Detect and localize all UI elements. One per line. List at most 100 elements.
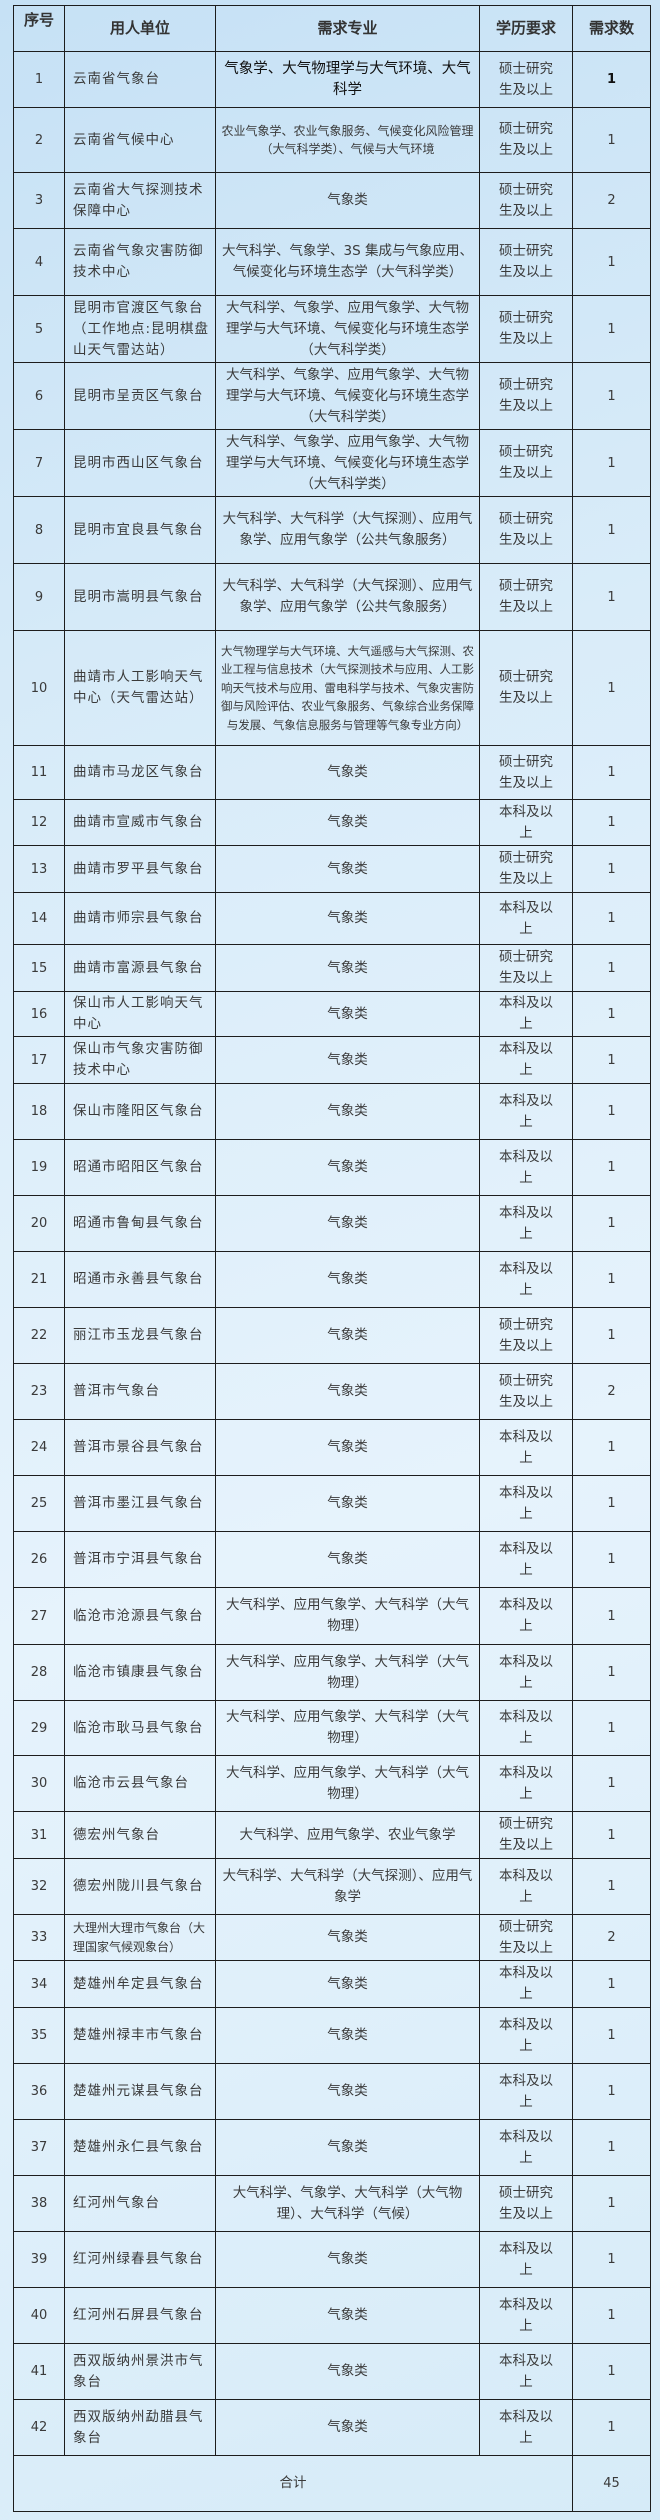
required-count: 1 <box>572 2175 651 2232</box>
row-number: 25 <box>13 1475 65 1532</box>
required-count: 2 <box>572 172 651 229</box>
required-count: 1 <box>572 1251 651 1308</box>
table-row: 12 曲靖市宣威市气象台 气象类 本科及以上 1 <box>13 799 651 846</box>
required-major: 气象类 <box>215 2399 480 2456</box>
row-number: 27 <box>13 1587 65 1645</box>
required-count: 1 <box>572 2287 651 2344</box>
required-major: 大气科学、应用气象学、大气科学（大气物理） <box>215 1587 480 1645</box>
education-requirement: 硕士研究生及以上 <box>479 630 573 746</box>
table-row: 16 保山市人工影响天气中心 气象类 本科及以上 1 <box>13 991 651 1037</box>
employer-unit: 楚雄州牟定县气象台 <box>64 1960 216 2008</box>
row-number: 33 <box>13 1914 65 1961</box>
header-unit: 用人单位 <box>64 5 216 52</box>
required-count: 1 <box>572 944 651 992</box>
row-number: 12 <box>13 799 65 846</box>
required-major: 气象类 <box>215 1083 480 1140</box>
employer-unit: 昆明市西山区气象台 <box>64 429 216 497</box>
required-count: 1 <box>572 2399 651 2456</box>
employer-unit: 云南省气候中心 <box>64 107 216 173</box>
required-major: 气象类 <box>215 2343 480 2400</box>
row-number: 19 <box>13 1139 65 1196</box>
recruitment-table: 序号 用人单位 需求专业 学历要求 需求数 1 云南省气象台 气象学、大气物理学与大… <box>13 5 651 2512</box>
education-requirement: 本科及以上 <box>479 892 573 945</box>
table-row: 28 临沧市镇康县气象台 大气科学、应用气象学、大气科学（大气物理） 本科及以上 1 <box>13 1644 651 1701</box>
table-row: 9 昆明市嵩明县气象台 大气科学、大气科学（大气探测）、应用气象学、应用气象学（公共… <box>13 563 651 631</box>
required-major: 大气科学、大气科学（大气探测）、应用气象学、应用气象学（公共气象服务） <box>215 496 480 564</box>
employer-unit: 曲靖市富源县气象台 <box>64 944 216 992</box>
table-row: 10 曲靖市人工影响天气中心（天气雷达站） 大气物理学与大气环境、大气遥感与大气探测… <box>13 630 651 746</box>
education-requirement: 本科及以上 <box>479 1755 573 1812</box>
row-number: 21 <box>13 1251 65 1308</box>
required-major: 气象类 <box>215 1914 480 1961</box>
education-requirement: 本科及以上 <box>479 2343 573 2400</box>
employer-unit: 昭通市永善县气象台 <box>64 1251 216 1308</box>
row-number: 31 <box>13 1811 65 1859</box>
row-number: 40 <box>13 2287 65 2344</box>
row-number: 23 <box>13 1363 65 1420</box>
education-requirement: 本科及以上 <box>479 1960 573 2008</box>
education-requirement: 本科及以上 <box>479 2119 573 2176</box>
employer-unit: 曲靖市马龙区气象台 <box>64 745 216 800</box>
education-requirement: 本科及以上 <box>479 1251 573 1308</box>
education-requirement: 本科及以上 <box>479 2007 573 2064</box>
row-number: 2 <box>13 107 65 173</box>
table-row: 36 楚雄州元谋县气象台 气象类 本科及以上 1 <box>13 2063 651 2120</box>
table-row: 18 保山市隆阳区气象台 气象类 本科及以上 1 <box>13 1083 651 1140</box>
table-row: 2 云南省气候中心 农业气象学、农业气象服务、气候变化风险管理（大气科学类）、气候与… <box>13 107 651 173</box>
table-row: 17 保山市气象灾害防御技术中心 气象类 本科及以上 1 <box>13 1036 651 1084</box>
required-major: 气象类 <box>215 1531 480 1588</box>
required-count: 1 <box>572 429 651 497</box>
employer-unit: 昭通市昭阳区气象台 <box>64 1139 216 1196</box>
table-row: 35 楚雄州禄丰市气象台 气象类 本科及以上 1 <box>13 2007 651 2064</box>
total-count: 45 <box>572 2455 651 2512</box>
employer-unit: 楚雄州元谋县气象台 <box>64 2063 216 2120</box>
row-number: 30 <box>13 1755 65 1812</box>
employer-unit: 保山市隆阳区气象台 <box>64 1083 216 1140</box>
education-requirement: 本科及以上 <box>479 1036 573 1084</box>
required-major: 大气科学、应用气象学、大气科学（大气物理） <box>215 1700 480 1756</box>
required-count: 1 <box>572 2343 651 2400</box>
required-major: 气象类 <box>215 1139 480 1196</box>
required-major: 气象类 <box>215 1475 480 1532</box>
table-row: 23 普洱市气象台 气象类 硕士研究生及以上 2 <box>13 1363 651 1420</box>
education-requirement: 硕士研究生及以上 <box>479 944 573 992</box>
employer-unit: 德宏州陇川县气象台 <box>64 1858 216 1915</box>
total-row: 合计 45 <box>13 2455 651 2512</box>
education-requirement: 本科及以上 <box>479 2287 573 2344</box>
education-requirement: 本科及以上 <box>479 1644 573 1701</box>
employer-unit: 临沧市沧源县气象台 <box>64 1587 216 1645</box>
table-row: 27 临沧市沧源县气象台 大气科学、应用气象学、大气科学（大气物理） 本科及以上 1 <box>13 1587 651 1645</box>
employer-unit: 丽江市玉龙县气象台 <box>64 1307 216 1364</box>
required-major: 大气物理学与大气环境、大气遥感与大气探测、农业工程与信息技术（大气探测技术与应用… <box>215 630 480 746</box>
employer-unit: 普洱市景谷县气象台 <box>64 1419 216 1476</box>
row-number: 15 <box>13 944 65 992</box>
education-requirement: 本科及以上 <box>479 991 573 1037</box>
education-requirement: 本科及以上 <box>479 1700 573 1756</box>
table-row: 26 普洱市宁洱县气象台 气象类 本科及以上 1 <box>13 1531 651 1588</box>
row-number: 11 <box>13 745 65 800</box>
required-major: 气象类 <box>215 1036 480 1084</box>
required-count: 1 <box>572 845 651 893</box>
required-count: 1 <box>572 1475 651 1532</box>
row-number: 39 <box>13 2231 65 2288</box>
required-major: 大气科学、应用气象学、大气科学（大气物理） <box>215 1644 480 1701</box>
required-count: 1 <box>572 799 651 846</box>
row-number: 13 <box>13 845 65 893</box>
employer-unit: 临沧市镇康县气象台 <box>64 1644 216 1701</box>
employer-unit: 西双版纳州勐腊县气象台 <box>64 2399 216 2456</box>
education-requirement: 本科及以上 <box>479 799 573 846</box>
row-number: 26 <box>13 1531 65 1588</box>
required-count: 1 <box>572 362 651 430</box>
employer-unit: 曲靖市师宗县气象台 <box>64 892 216 945</box>
required-major: 气象类 <box>215 1251 480 1308</box>
required-count: 1 <box>572 991 651 1037</box>
required-count: 1 <box>572 228 651 296</box>
required-count: 1 <box>572 1419 651 1476</box>
required-count: 1 <box>572 1195 651 1252</box>
table-row: 40 红河州石屏县气象台 气象类 本科及以上 1 <box>13 2287 651 2344</box>
header-count: 需求数 <box>572 5 651 52</box>
education-requirement: 硕士研究生及以上 <box>479 563 573 631</box>
row-number: 7 <box>13 429 65 497</box>
employer-unit: 红河州气象台 <box>64 2175 216 2232</box>
employer-unit: 云南省气象台 <box>64 51 216 108</box>
